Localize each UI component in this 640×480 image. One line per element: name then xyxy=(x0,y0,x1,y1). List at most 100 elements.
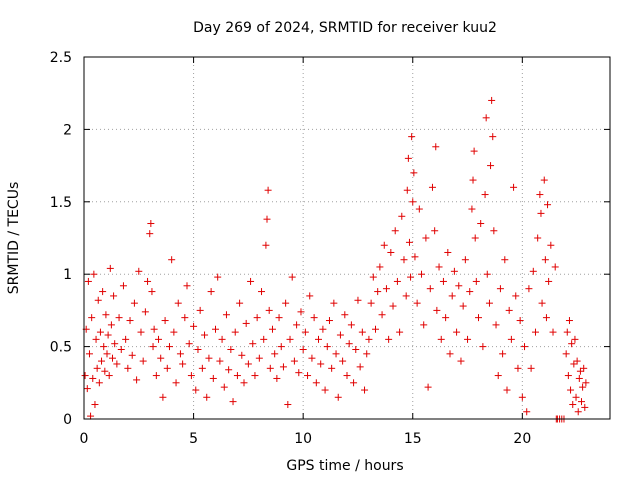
data-point xyxy=(459,302,467,310)
data-point xyxy=(494,372,502,380)
data-point xyxy=(576,367,584,375)
data-point xyxy=(299,345,307,353)
data-point xyxy=(293,321,301,329)
data-point xyxy=(415,205,423,213)
data-point xyxy=(90,270,98,278)
data-point xyxy=(410,169,418,177)
data-point xyxy=(569,401,577,409)
data-point xyxy=(574,408,582,416)
data-point xyxy=(310,314,318,322)
data-point xyxy=(203,393,211,401)
data-point xyxy=(207,288,215,296)
data-point xyxy=(244,360,252,368)
data-point xyxy=(128,351,136,359)
data-point xyxy=(91,401,99,409)
data-point xyxy=(181,314,189,322)
data-point xyxy=(469,176,477,184)
data-point xyxy=(570,360,578,368)
data-point xyxy=(201,331,209,339)
data-point xyxy=(485,299,493,307)
data-point xyxy=(527,364,535,372)
data-point xyxy=(537,209,545,217)
data-point xyxy=(165,343,173,351)
data-point xyxy=(227,345,235,353)
data-point xyxy=(94,296,102,304)
data-point xyxy=(315,335,323,343)
data-point xyxy=(403,186,411,194)
data-point xyxy=(159,393,167,401)
y-axis-label: SRMTID / TECUs xyxy=(6,182,22,295)
data-point xyxy=(135,267,143,275)
data-point xyxy=(385,335,393,343)
data-point xyxy=(461,256,469,264)
data-point xyxy=(225,366,233,374)
data-point xyxy=(431,227,439,235)
data-point xyxy=(163,364,171,372)
data-point xyxy=(336,331,344,339)
data-point xyxy=(405,238,413,246)
data-point xyxy=(198,364,206,372)
data-point xyxy=(448,292,456,300)
data-point xyxy=(481,191,489,199)
data-point xyxy=(492,321,500,329)
data-point xyxy=(233,372,241,380)
data-point xyxy=(444,248,452,256)
data-point xyxy=(547,241,555,249)
data-point xyxy=(266,364,274,372)
data-point xyxy=(562,350,570,358)
data-point xyxy=(389,302,397,310)
data-point xyxy=(518,393,526,401)
data-point xyxy=(247,277,255,285)
data-point xyxy=(192,386,200,394)
data-point xyxy=(205,354,213,362)
data-point xyxy=(194,345,202,353)
data-point xyxy=(81,372,89,380)
data-point xyxy=(286,335,294,343)
data-point xyxy=(325,317,333,325)
data-point xyxy=(98,357,106,365)
data-point xyxy=(531,328,539,336)
data-point xyxy=(579,383,587,391)
x-tick-label: 5 xyxy=(189,431,198,447)
data-point xyxy=(505,306,513,314)
data-point xyxy=(446,350,454,358)
x-axis-label: GPS time / hours xyxy=(286,458,403,474)
data-point xyxy=(161,317,169,325)
data-point xyxy=(106,264,114,272)
data-point xyxy=(387,248,395,256)
data-point xyxy=(468,205,476,213)
data-point xyxy=(418,270,426,278)
data-point xyxy=(549,328,557,336)
data-point xyxy=(565,317,573,325)
data-point xyxy=(374,288,382,296)
data-point xyxy=(512,292,520,300)
data-point xyxy=(572,393,580,401)
data-point xyxy=(209,374,217,382)
y-tick-label: 1.5 xyxy=(50,195,72,211)
data-point xyxy=(472,277,480,285)
data-point xyxy=(551,263,559,271)
data-point xyxy=(179,360,187,368)
data-point xyxy=(398,212,406,220)
data-point xyxy=(277,343,285,351)
data-point xyxy=(196,306,204,314)
data-point xyxy=(214,273,222,281)
data-points xyxy=(81,96,590,423)
data-point xyxy=(453,328,461,336)
data-point xyxy=(581,403,589,411)
data-point xyxy=(176,350,184,358)
plot-frame xyxy=(83,56,611,420)
data-point xyxy=(367,299,375,307)
data-point xyxy=(408,133,416,141)
data-point xyxy=(393,277,401,285)
data-point xyxy=(265,306,273,314)
data-point xyxy=(119,282,127,290)
data-point xyxy=(544,201,552,209)
data-point xyxy=(273,374,281,382)
y-tick-label: 0.5 xyxy=(50,340,72,356)
data-point xyxy=(580,364,588,372)
data-point xyxy=(477,220,485,228)
data-point xyxy=(450,267,458,275)
x-tick-label: 0 xyxy=(80,431,89,447)
data-point xyxy=(111,340,119,348)
